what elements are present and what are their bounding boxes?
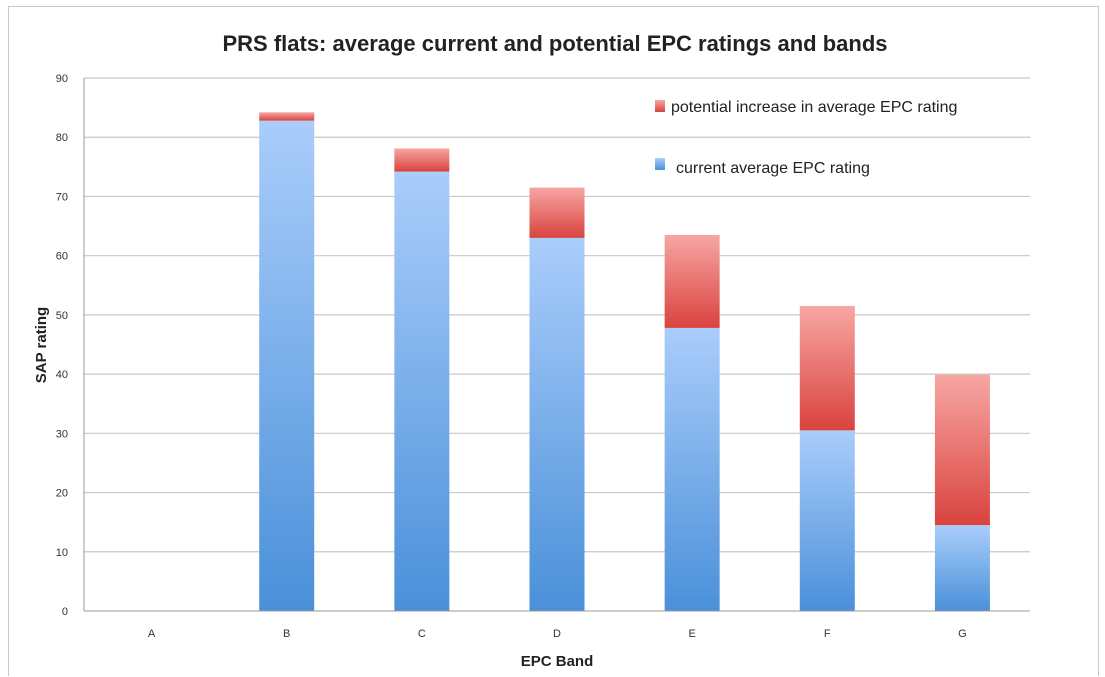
legend-label-potential: potential increase in average EPC rating [671,99,957,116]
chart-title: PRS flats: average current and potential… [222,31,887,56]
x-tick-labels: A B C D E F G [148,628,967,640]
x-tick-label: C [418,628,426,640]
y-tick-label: 80 [56,132,68,144]
legend-label-current: current average EPC rating [676,160,870,177]
bar-current-f [799,430,855,611]
bar-potential-increase-d [529,187,585,238]
legend-swatch-potential [655,100,665,112]
y-tick-label: 70 [56,191,68,203]
y-tick-label: 90 [56,73,68,85]
y-axis-title: SAP rating [33,307,50,383]
bar-potential-increase-e [664,234,720,328]
y-tick-label: 20 [56,488,68,500]
y-tick-label: 10 [56,547,68,559]
y-tick-label: 60 [56,251,68,263]
bar-current-d [529,237,585,611]
bar-potential-increase-f [799,306,855,431]
bar-potential-increase-c [394,148,450,172]
x-tick-label: E [688,628,695,640]
bar-current-b [259,120,315,611]
x-tick-label: F [824,628,831,640]
bar-current-c [394,171,450,611]
legend: potential increase in average EPC rating… [655,99,957,177]
bar-potential-increase-b [259,112,315,121]
bar-current-e [664,327,720,611]
y-tick-label: 0 [62,606,68,618]
bars [259,112,990,611]
x-tick-label: B [283,628,290,640]
legend-swatch-current [655,158,665,170]
bar-potential-increase-g [934,374,990,526]
bar-current-g [934,525,990,611]
y-tick-labels: 0 10 20 30 40 50 60 70 80 90 [56,73,68,618]
x-tick-label: D [553,628,561,640]
y-tick-label: 40 [56,369,68,381]
x-tick-label: A [148,628,156,640]
x-axis-title: EPC Band [521,653,594,670]
x-tick-label: G [958,628,967,640]
y-tick-label: 50 [56,310,68,322]
y-tick-label: 30 [56,428,68,440]
